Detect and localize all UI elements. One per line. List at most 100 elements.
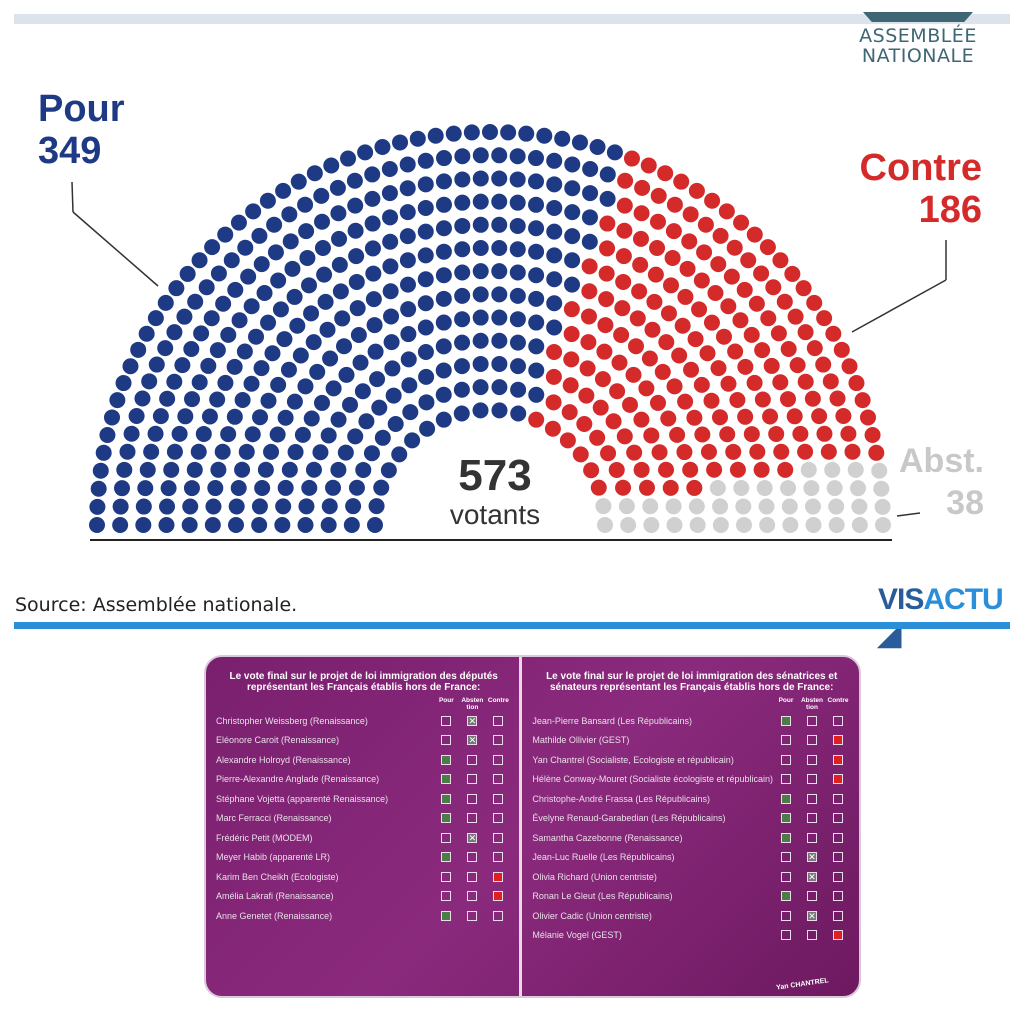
seat-contre [763,357,780,374]
seat-contre [732,312,749,329]
checkbox-pour [441,774,452,785]
seat-contre [660,410,677,427]
logo-line2: NATIONALE [861,45,975,67]
seat-pour [435,173,452,190]
seat-contre [754,391,771,408]
seat-pour [582,185,599,202]
seat-pour [400,326,417,343]
checkbox-abst [467,871,478,882]
seat-pour [297,378,314,395]
seat-abst [873,480,890,497]
seat-pour [472,216,489,233]
table-row: Ronan Le Gleut (Les Républicains) [532,887,851,907]
seat-pour [168,280,185,297]
seat-contre [720,298,737,315]
seat-pour [289,317,306,334]
seat-pour [382,258,399,275]
seat-contre [760,310,777,327]
seat-contre [733,214,750,231]
seat-pour [237,239,254,256]
seat-pour [245,203,262,220]
seat-pour [491,193,508,210]
seat-pour [148,356,165,373]
seat-pour [509,311,526,328]
table-row: Karim Ben Cheikh (Ecologiste) [216,867,511,887]
table-header: Pour Absten tion Contre [778,697,849,711]
seat-contre [528,411,545,428]
seat-pour [128,407,145,424]
checkbox-pour [781,735,791,746]
seat-pour [347,197,364,214]
checkbox-pour [441,891,452,902]
seat-pour [286,393,303,410]
seat-pour [223,252,240,269]
seat-abst [851,517,868,533]
seat-pour [528,220,545,237]
seat-pour [564,204,581,221]
seat-pour [294,426,311,443]
seat-contre [787,308,804,325]
checkbox-abst: ✕ [807,852,817,863]
seat-pour [564,276,581,293]
seat-pour [264,345,281,362]
seat-pour [435,196,452,213]
seat-pour [491,309,508,326]
seat-pour [147,310,164,327]
seat-contre [710,360,727,377]
seat-pour [454,264,471,281]
seat-pour [201,408,218,425]
seat-contre [598,265,615,282]
seat-contre [613,327,630,344]
checkbox-pour [781,793,791,804]
seat-pour [290,173,307,190]
seat-contre [572,446,589,463]
seat-pour [313,394,330,411]
seat-pour [177,408,194,425]
seat-pour [253,360,270,377]
seat-contre [786,408,803,425]
seat-contre [797,443,814,460]
seat-pour [287,444,304,461]
visactu-logo: VISACTU ◢ [878,583,1004,651]
seat-abst [595,498,612,515]
seat-contre [629,310,646,327]
checkbox-abst [467,793,478,804]
seat-pour [230,214,247,231]
seat-pour [240,268,257,285]
seat-contre [697,216,714,233]
logo-line1: ASSEMBLÉE [859,25,977,47]
seat-pour [581,233,598,250]
seat-pour [417,271,434,288]
seat-contre [740,252,757,269]
checkbox-abst: ✕ [467,832,478,843]
seat-pour [528,196,545,213]
senateurs-table: Le vote final sur le projet de loi immig… [519,657,859,996]
checkbox-contre [833,813,843,824]
seat-abst [759,517,776,533]
seat-pour [174,357,191,374]
seat-pour [166,373,183,390]
seat-abst [804,498,821,515]
source-note: Source: Assemblée nationale. [15,594,298,616]
seat-pour [374,429,391,446]
seat-pour [454,171,471,188]
seat-pour [528,362,545,379]
member-name: Eléonore Caroit (Renaissance) [216,735,340,746]
seat-pour [509,264,526,281]
seat-contre [768,425,785,442]
seat-pour [330,411,347,428]
seat-contre [633,461,650,478]
seat-pour [509,241,526,258]
checkbox-pour [441,813,452,824]
seat-contre [616,222,633,239]
seat-pour [297,196,314,213]
pour-leader-line [71,181,74,213]
seat-pour [546,152,563,169]
seat-pour [166,443,183,460]
seat-contre [605,413,622,430]
seat-pour [399,156,416,173]
seat-pour [363,445,380,462]
seat-pour [135,517,152,533]
checkbox-pour [441,852,452,863]
seat-pour [357,144,374,161]
